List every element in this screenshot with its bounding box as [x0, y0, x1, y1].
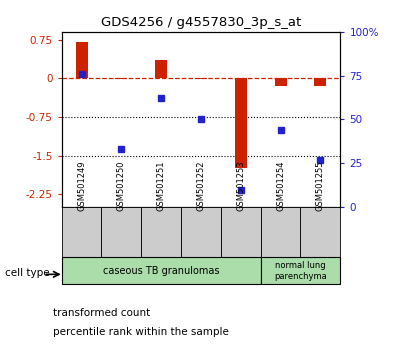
Bar — [314, 78, 326, 86]
Bar — [181, 207, 221, 257]
Text: GSM501254: GSM501254 — [276, 161, 285, 211]
Bar — [76, 42, 88, 78]
Bar — [101, 207, 141, 257]
Bar — [155, 60, 167, 78]
Text: GSM501251: GSM501251 — [157, 161, 166, 211]
Text: GSM501250: GSM501250 — [117, 161, 126, 211]
Bar — [300, 207, 340, 257]
Text: GSM501249: GSM501249 — [77, 161, 86, 211]
Text: normal lung
parenchyma: normal lung parenchyma — [274, 261, 327, 280]
Bar — [115, 78, 127, 79]
Bar — [62, 257, 261, 284]
Bar — [275, 78, 287, 86]
Bar — [195, 78, 207, 79]
Text: caseous TB granulomas: caseous TB granulomas — [103, 266, 219, 276]
Text: GSM501253: GSM501253 — [236, 160, 245, 211]
Text: cell type: cell type — [5, 268, 49, 278]
Text: percentile rank within the sample: percentile rank within the sample — [53, 327, 228, 337]
Bar — [235, 78, 247, 169]
Bar — [141, 207, 181, 257]
Text: GSM501252: GSM501252 — [197, 161, 205, 211]
Bar — [62, 207, 101, 257]
Title: GDS4256 / g4557830_3p_s_at: GDS4256 / g4557830_3p_s_at — [101, 16, 301, 29]
Bar — [261, 257, 340, 284]
Text: transformed count: transformed count — [53, 308, 150, 318]
Text: GSM501255: GSM501255 — [316, 161, 325, 211]
Bar — [221, 207, 261, 257]
Bar — [261, 207, 300, 257]
